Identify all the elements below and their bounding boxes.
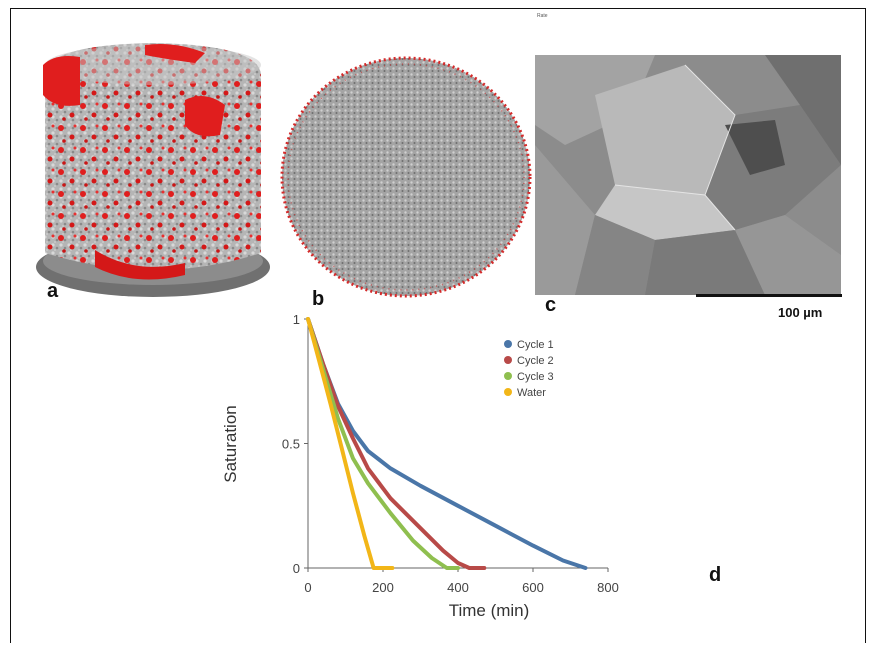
series-line-water (306, 317, 395, 570)
scale-bar (696, 294, 842, 297)
legend-label: Cycle 1 (517, 339, 554, 351)
x-tick-label: 400 (447, 580, 469, 595)
legend-label: Water (517, 387, 546, 399)
legend-marker (504, 372, 512, 380)
x-tick-label: 200 (372, 580, 394, 595)
panel-label-c: c (545, 294, 557, 316)
legend-marker (504, 388, 512, 396)
x-axis-title: Time (min) (449, 601, 530, 620)
legend-label: Cycle 2 (517, 355, 554, 367)
legend-label: Cycle 3 (517, 371, 554, 383)
panel-label-a: a (47, 280, 59, 302)
legend-marker (504, 356, 512, 364)
x-tick-label: 0 (304, 580, 311, 595)
core-3d-image (36, 43, 270, 297)
series-line-cycle-2 (306, 317, 487, 570)
panel-label-d: d (709, 564, 722, 586)
legend-marker (504, 340, 512, 348)
sem-image (535, 55, 841, 295)
figure-frame (10, 8, 866, 643)
panel-label-b: b (312, 288, 325, 310)
x-tick-label: 800 (597, 580, 619, 595)
header-mark: Rate (537, 13, 548, 19)
y-tick-label: 0 (293, 561, 300, 576)
core-cross-section-image (280, 56, 532, 298)
x-tick-label: 600 (522, 580, 544, 595)
y-tick-label: 1 (293, 312, 300, 327)
y-tick-label: 0.5 (282, 437, 300, 452)
y-axis-title: Saturation (221, 405, 240, 483)
scale-bar-label: 100 µm (778, 305, 823, 320)
series-line-cycle-3 (306, 317, 460, 570)
